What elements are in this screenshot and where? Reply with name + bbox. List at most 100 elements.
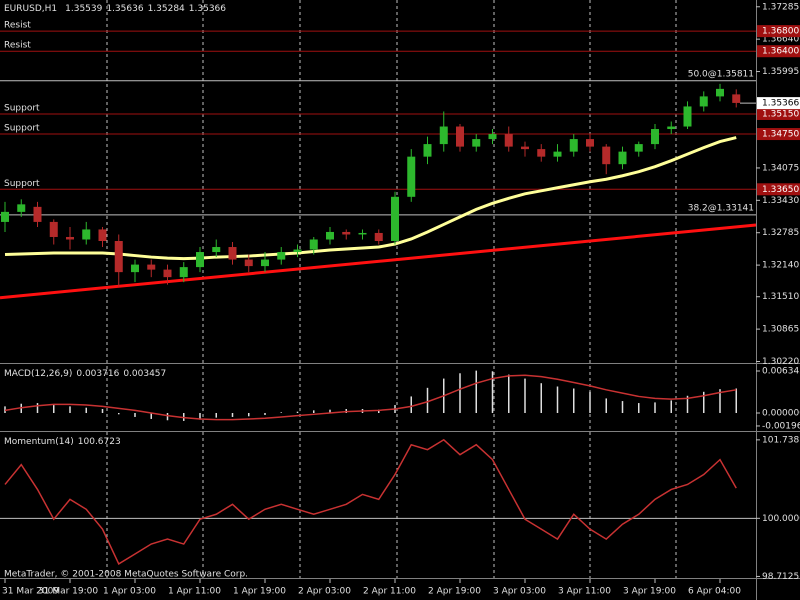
y-tick-label: 1.30220	[762, 357, 799, 367]
fibo-label: 50.0@1.35811	[688, 69, 754, 79]
candle-body	[33, 206, 42, 222]
candle-body	[602, 146, 611, 165]
candle-body	[618, 151, 627, 165]
x-tick-label: 1 Apr 19:00	[233, 587, 286, 597]
x-tick-label: 3 Apr 19:00	[623, 587, 676, 597]
y-tick-label: 1.34075	[762, 163, 799, 173]
candle-body	[456, 126, 464, 147]
y-tick-label: 1.36640	[762, 35, 799, 45]
macd-signal-value: 0.003457	[123, 369, 166, 379]
candle-body	[1, 211, 9, 222]
candle-body	[277, 252, 286, 260]
candle-body	[553, 151, 562, 157]
candle-body	[423, 144, 432, 157]
level-name: Support	[4, 179, 40, 189]
current-price-box	[757, 97, 800, 110]
candle-body	[17, 204, 26, 212]
open-quote: 1.35539	[65, 4, 102, 14]
candle-body	[342, 231, 351, 235]
level-label-box	[757, 25, 800, 38]
macd-header: MACD(12,26,9) 0.003716 0.003457	[4, 369, 166, 379]
y-tick-label: 1.33430	[762, 196, 799, 206]
y-tick-label: -0.00196	[762, 421, 800, 431]
candle-body	[699, 96, 708, 107]
candle-body	[82, 229, 91, 240]
level-label-box	[757, 107, 800, 120]
y-tick-label: 0.006345	[762, 366, 800, 376]
candle-body	[374, 232, 383, 241]
candle-body	[569, 139, 578, 152]
candle-body	[131, 264, 139, 273]
copyright: MetaTrader, © 2001-2008 MetaQuotes Softw…	[4, 570, 248, 580]
y-tick-label: 0.000000	[762, 408, 800, 418]
candle-body	[196, 252, 204, 268]
low-quote: 1.35284	[148, 4, 185, 14]
x-tick-label: 3 Apr 03:00	[493, 587, 546, 597]
y-tick-label: 98.7125	[762, 572, 799, 582]
candle-body	[504, 134, 513, 147]
candle-body	[732, 94, 741, 103]
candle-body	[537, 149, 546, 157]
x-tick-label: 2 Apr 19:00	[428, 587, 481, 597]
candle-body	[488, 134, 497, 140]
momentum-value: 100.6723	[78, 437, 121, 447]
y-tick-label: 1.37285	[762, 2, 799, 12]
current-price-label: 1.35366	[762, 99, 799, 109]
x-tick-label: 6 Apr 04:00	[688, 587, 741, 597]
x-tick-label: 2 Apr 11:00	[363, 587, 416, 597]
trendline	[0, 223, 757, 300]
candle-body	[244, 259, 253, 267]
chart-header: EURUSD,H1 1.35539 1.35636 1.35284 1.35366	[4, 4, 226, 14]
momentum-line	[4, 438, 737, 565]
level-label-box	[757, 128, 800, 141]
level-name: Resist	[4, 21, 31, 31]
y-tick-label: 100.0000	[762, 514, 800, 524]
candle-body	[179, 267, 188, 278]
high-quote: 1.35636	[106, 4, 143, 14]
level-label-box	[757, 183, 800, 196]
x-tick-label: 3 Apr 11:00	[558, 587, 611, 597]
y-tick-label: 1.32140	[762, 261, 799, 271]
candle-body	[634, 144, 643, 152]
candle-body	[261, 259, 269, 267]
candle-body	[407, 156, 416, 197]
candle-body	[651, 129, 659, 145]
level-name: Support	[4, 124, 40, 134]
candle-body	[228, 247, 237, 260]
y-tick-label: 1.30865	[762, 325, 799, 335]
candle-body	[114, 240, 123, 273]
y-tick-label: 1.31510	[762, 292, 799, 302]
level-value-label: 1.36400	[762, 47, 799, 57]
fibo-label: 38.2@1.33141	[688, 203, 754, 213]
moving-average	[4, 136, 737, 261]
candle-body	[391, 196, 399, 241]
candle-body	[212, 247, 221, 253]
macd-value: 0.003716	[76, 369, 119, 379]
level-value-label: 1.35150	[762, 109, 799, 119]
level-value-label: 1.34750	[762, 130, 799, 140]
macd-title: MACD(12,26,9)	[4, 369, 72, 379]
y-tick-label: 1.32785	[762, 228, 799, 238]
candle-body	[439, 126, 448, 145]
x-tick-label: 31 Mar 2009	[2, 587, 59, 597]
candle-body	[98, 229, 107, 241]
close-quote: 1.35366	[189, 4, 226, 14]
momentum-header: Momentum(14) 100.6723	[4, 437, 121, 447]
level-name: Support	[4, 103, 40, 113]
y-tick-label: 101.738	[762, 435, 799, 445]
macd-signal	[4, 374, 737, 421]
level-value-label: 1.33650	[762, 185, 799, 195]
candle-body	[163, 269, 172, 278]
momentum-title: Momentum(14)	[4, 437, 74, 447]
x-tick-label: 1 Apr 11:00	[168, 587, 221, 597]
candle-body	[326, 231, 334, 240]
candle-body	[667, 126, 676, 130]
x-tick-label: 1 Apr 03:00	[103, 587, 156, 597]
level-value-label: 1.36800	[762, 27, 799, 37]
candle-body	[49, 221, 58, 237]
level-label-box	[757, 45, 800, 58]
candle-body	[309, 239, 318, 250]
candle-body	[66, 236, 74, 240]
